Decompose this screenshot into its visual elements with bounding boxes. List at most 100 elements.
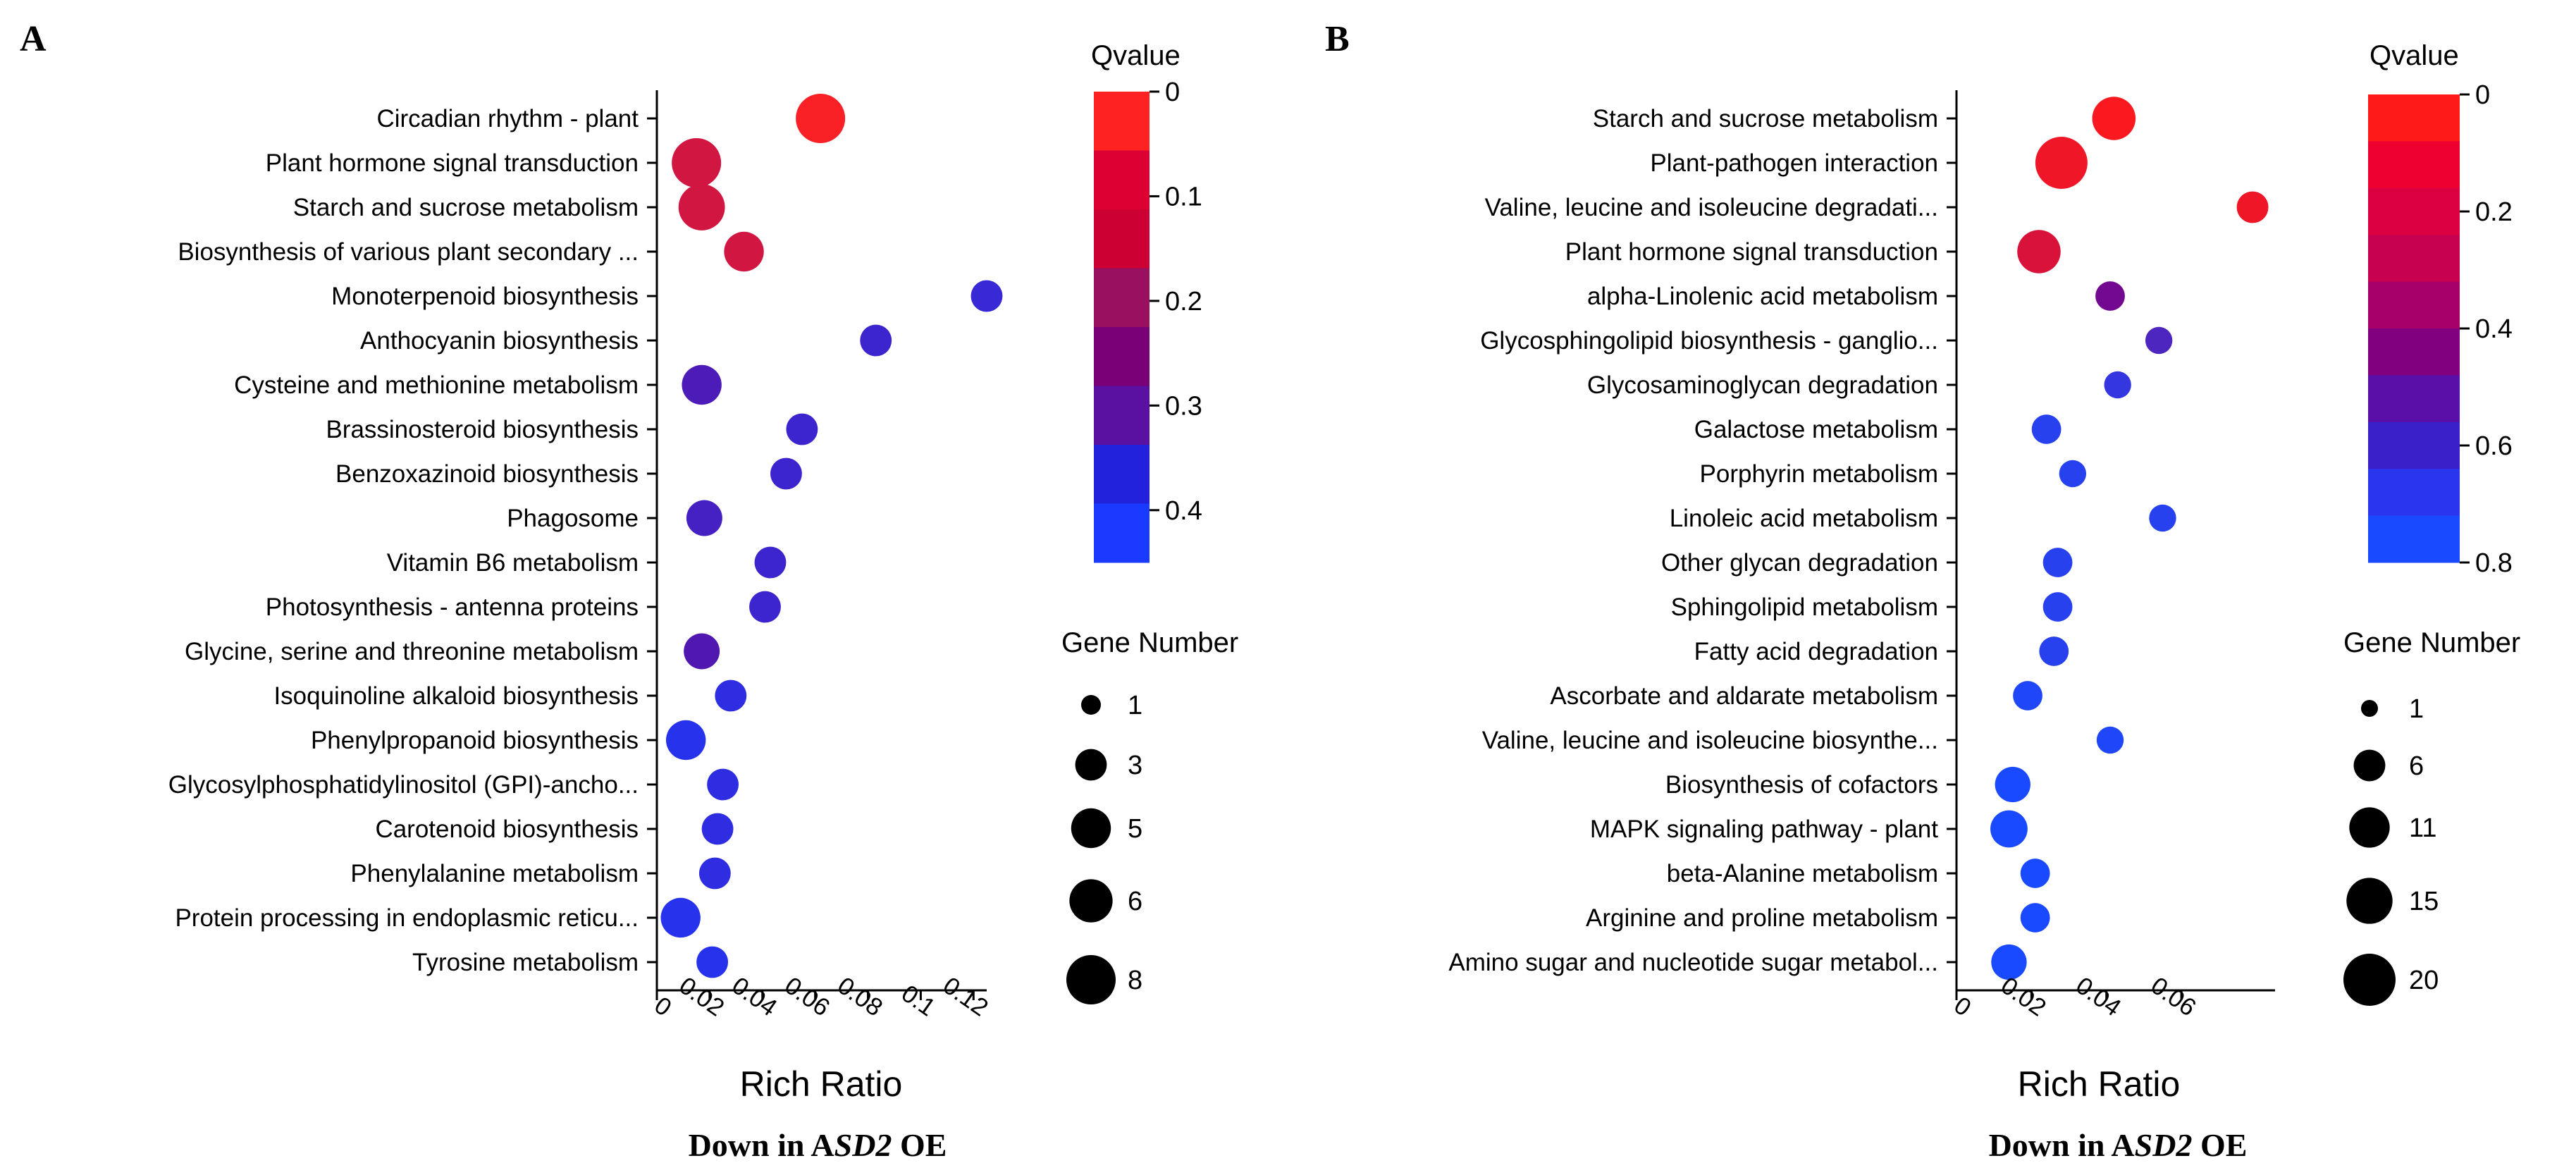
x-tick-label: 0.06 [2146,972,2201,1022]
gene-number-legend-label: 5 [1128,814,1142,844]
data-point [970,280,1003,312]
x-tick-label: 0 [649,991,676,1021]
gene-number-legend-circle [1071,808,1111,849]
x-tick-label: 0.1 [896,980,940,1022]
qvalue-legend-band [1094,268,1150,328]
qvalue-legend-band [2368,328,2460,376]
y-tick-label: beta-Alanine metabolism [1667,860,1938,887]
gene-number-legend-circle [1075,749,1107,781]
y-tick-label: Circadian rhythm - plant [376,105,639,133]
qvalue-legend-band [2368,235,2460,283]
data-point [672,138,722,187]
x-tick-label: 0.04 [2071,972,2126,1022]
y-tick-label: Plant-pathogen interaction [1650,149,1938,177]
qvalue-legend-band [1094,327,1150,386]
qvalue-legend-label: 0.4 [1165,496,1202,526]
data-point [678,184,725,230]
gene-number-legend-circle [1066,955,1116,1004]
qvalue-legend-label: 0.2 [2475,197,2513,227]
data-point [2039,636,2069,666]
x-tick-label: 0 [1949,991,1976,1021]
qvalue-legend-label: 0 [2475,80,2490,110]
qvalue-legend-band [2368,187,2460,235]
caption-suffix: OE [2192,1127,2247,1163]
data-point [707,768,739,801]
panel-b: B Starch and sucrose metabolism Plant-path… [1325,19,2520,1163]
gene-number-legend-title: Gene Number [1061,627,1238,658]
y-tick-label: Other glycan degradation [1661,549,1938,577]
qvalue-legend-label: 0.8 [2475,548,2513,578]
y-tick-label: Cysteine and methionine metabolism [234,371,639,399]
qvalue-legend-band [2368,469,2460,517]
x-axis-title: Rich Ratio [740,1064,903,1104]
gene-number-legend-label: 11 [2409,813,2436,843]
caption-gene: SD2 [834,1127,892,1163]
y-tick-label: Tyrosine metabolism [412,949,639,976]
y-tick-label: Benzoxazinoid biosynthesis [335,460,639,488]
y-tick-label: Biosynthesis of various plant secondary … [178,238,639,266]
gene-number-legend-label: 15 [2409,887,2439,916]
y-tick-label: Monoterpenoid biosynthesis [331,283,639,310]
x-tick-label: 0.06 [779,972,834,1022]
y-tick-label: Starch and sucrose metabolism [1593,105,1938,133]
qvalue-legend-label: 0.1 [1165,182,1202,211]
y-tick-label: Plant hormone signal transduction [1565,238,1938,266]
y-tick-label: Brassinosteroid biosynthesis [326,416,639,443]
gene-number-legend-label: 3 [1128,751,1142,780]
y-tick-label: Phagosome [507,505,639,532]
data-point [2042,592,2073,622]
data-point [2017,230,2061,273]
qvalue-legend-label: 0.6 [2475,431,2513,461]
data-point [2096,726,2124,754]
y-tick-label: Starch and sucrose metabolism [293,194,639,221]
data-point [724,231,764,272]
y-tick-label: Glycosphingolipid biosynthesis - ganglio… [1480,327,1938,355]
y-tick-label: Porphyrin metabolism [1700,460,1938,488]
data-point [2020,859,2050,888]
x-tick-label: 0.08 [832,972,887,1022]
gene-number-legend-label: 1 [1128,691,1142,720]
qvalue-legend-band [1094,386,1150,445]
gene-number-legend-label: 8 [1128,966,1142,995]
gene-number-legend-label: 6 [1128,887,1142,916]
data-point [1991,944,2027,980]
qvalue-legend-label: 0.4 [2475,314,2513,344]
x-tick-label: 0.12 [938,972,993,1022]
data-point [698,857,731,890]
qvalue-legend-band [2368,94,2460,142]
gene-number-legend-circle [2343,954,2396,1006]
gene-number-legend-label: 1 [2409,694,2424,724]
y-tick-label: Glycosylphosphatidylinositol (GPI)-ancho… [168,771,639,799]
qvalue-legend-title: Qvalue [1091,40,1181,71]
data-point [2042,548,2073,577]
y-tick-label: alpha-Linolenic acid metabolism [1587,283,1938,310]
y-tick-label: Isoquinoline alkaloid biosynthesis [273,682,639,710]
y-tick-label: Plant hormone signal transduction [266,149,639,177]
panel-letter: A [20,19,47,59]
data-point [1990,810,2028,848]
data-point [1995,766,2030,803]
data-point [2145,326,2173,355]
caption-gene: SD2 [2135,1127,2193,1163]
y-tick-label: Arginine and proline metabolism [1586,904,1938,932]
y-tick-label: Vitamin B6 metabolism [387,549,639,577]
caption-suffix: OE [892,1127,947,1163]
x-tick-label: 0.04 [727,972,782,1022]
qvalue-legend-band [1094,445,1150,504]
y-tick-label: Anthocyanin biosynthesis [360,327,639,355]
y-tick-label: Valine, leucine and isoleucine degradati… [1485,194,1938,221]
qvalue-legend-label: 0.3 [1165,391,1202,421]
y-tick-label: Protein processing in endoplasmic reticu… [175,904,639,932]
panel-caption: Down in ASD2 OE [689,1127,947,1163]
y-tick-label: Linoleic acid metabolism [1670,505,1938,532]
qvalue-legend-band [1094,503,1150,563]
data-point [2031,414,2062,444]
gene-number-legend-label: 20 [2409,966,2439,995]
y-tick-label: Photosynthesis - antenna proteins [266,593,639,621]
y-tick-label: Sphingolipid metabolism [1671,593,1938,621]
qvalue-legend-band [1094,92,1150,151]
y-tick-label: Glycine, serine and threonine metabolism [185,638,639,665]
data-point [2035,137,2088,189]
panel-a: A Circadian rhythm - plant Plant hormone s… [20,19,1238,1163]
gene-number-legend-circle [1081,695,1101,715]
